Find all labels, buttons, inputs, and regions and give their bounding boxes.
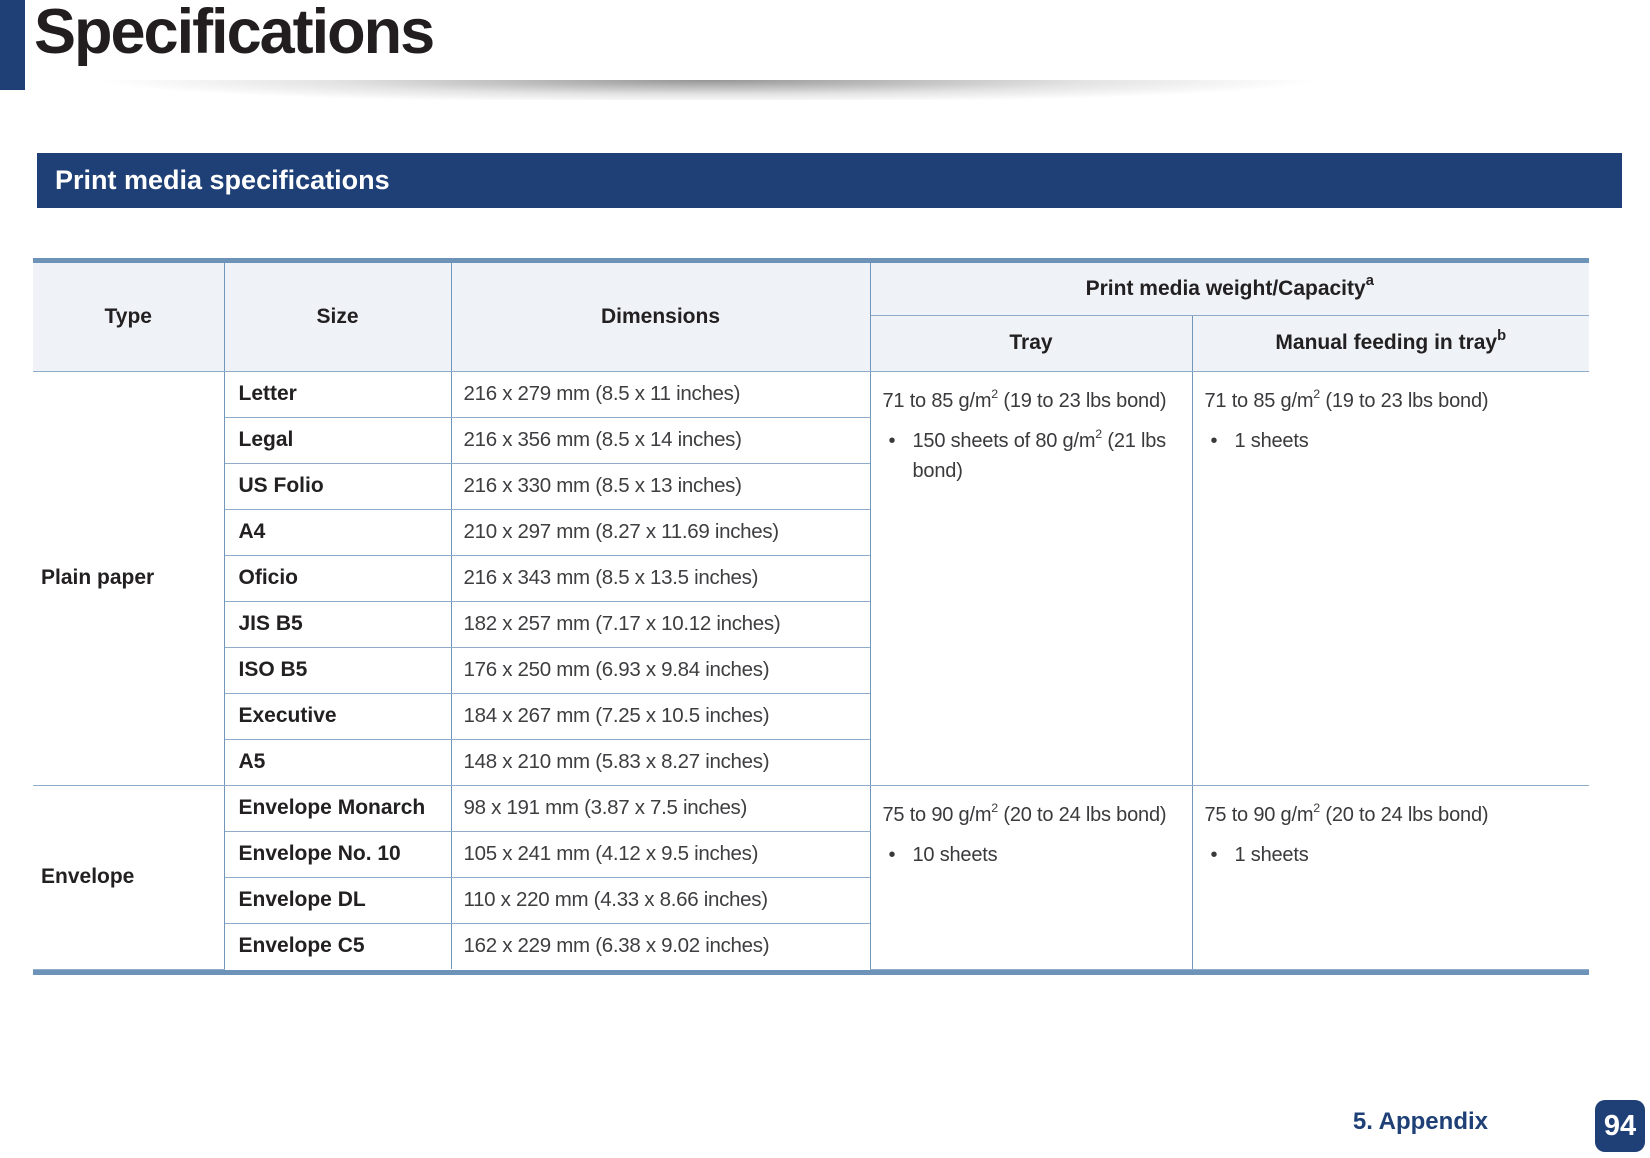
dimensions-cell: 105 x 241 mm (4.12 x 9.5 inches) bbox=[450, 830, 870, 878]
table-row: Plain paper Letter 216 x 279 mm (8.5 x 1… bbox=[33, 370, 1589, 786]
weight-text: 71 to 85 g/m2 (19 to 23 lbs bond) bbox=[1204, 386, 1489, 412]
bullet-text: 1 sheets bbox=[1234, 429, 1309, 452]
table-row: A4 210 x 297 mm (8.27 x 11.69 inches) bbox=[33, 508, 1589, 556]
bullet-text: 150 sheets of 80 g/m2 (21 lbs bond) bbox=[912, 426, 1167, 482]
weight-text: 75 to 90 g/m2 (20 to 24 lbs bond) bbox=[1204, 800, 1489, 826]
dimensions-cell: 216 x 356 mm (8.5 x 14 inches) bbox=[450, 416, 870, 464]
manual-feeding-label: Manual feeding in tray bbox=[1275, 331, 1498, 354]
dimensions-cell: 210 x 297 mm (8.27 x 11.69 inches) bbox=[450, 508, 870, 556]
column-header-tray: Tray bbox=[870, 314, 1193, 372]
bullet-icon: • bbox=[1210, 843, 1218, 866]
size-cell: Envelope No. 10 bbox=[224, 830, 452, 878]
print-media-table-wrapper: Type Size Dimensions Print media weight/… bbox=[33, 258, 1589, 975]
type-cell-envelope: Envelope bbox=[33, 784, 225, 970]
dimensions-cell: 216 x 343 mm (8.5 x 13.5 inches) bbox=[450, 554, 870, 602]
dimensions-cell: 184 x 267 mm (7.25 x 10.5 inches) bbox=[450, 692, 870, 740]
size-cell: Executive bbox=[224, 692, 452, 740]
size-cell: ISO B5 bbox=[224, 646, 452, 694]
header-row-1: Type Size Dimensions Print media weight/… bbox=[33, 263, 1589, 372]
page-title: Specifications bbox=[34, 0, 435, 67]
section-title-banner: Print media specifications bbox=[37, 153, 1622, 208]
bullet-icon: • bbox=[888, 843, 896, 866]
tray-capacity-cell-plain-paper: 71 to 85 g/m2 (19 to 23 lbs bond) • 150 … bbox=[869, 370, 1193, 786]
column-header-type: Type bbox=[33, 263, 225, 372]
size-cell: Oficio bbox=[224, 554, 452, 602]
table-row: ISO B5 176 x 250 mm (6.93 x 9.84 inches) bbox=[33, 646, 1589, 694]
dimensions-cell: 162 x 229 mm (6.38 x 9.02 inches) bbox=[450, 922, 870, 969]
table-row: Legal 216 x 356 mm (8.5 x 14 inches) bbox=[33, 416, 1589, 464]
dimensions-cell: 182 x 257 mm (7.17 x 10.12 inches) bbox=[450, 600, 870, 648]
footnote-marker-a: a bbox=[1365, 273, 1374, 290]
capacity-bullet: • 150 sheets of 80 g/m2 (21 lbs bond) bbox=[883, 426, 1182, 486]
size-cell: A4 bbox=[224, 508, 452, 556]
table-row: A5 148 x 210 mm (5.83 x 8.27 inches) bbox=[33, 738, 1589, 786]
header-row-2: Tray Manual feeding in trayb bbox=[33, 314, 1589, 372]
bullet-icon: • bbox=[1210, 429, 1218, 452]
type-cell-plain-paper: Plain paper bbox=[33, 370, 225, 786]
table-row: JIS B5 182 x 257 mm (7.17 x 10.12 inches… bbox=[33, 600, 1589, 648]
size-cell: Letter bbox=[223, 370, 452, 418]
weight-text: 71 to 85 g/m2 (19 to 23 lbs bond) bbox=[882, 386, 1167, 412]
capacity-bullet: • 1 sheets bbox=[1205, 840, 1580, 870]
table-row: Oficio 216 x 343 mm (8.5 x 13.5 inches) bbox=[33, 554, 1589, 602]
dimensions-cell: 98 x 191 mm (3.87 x 7.5 inches) bbox=[450, 784, 871, 832]
bullet-icon: • bbox=[888, 429, 896, 452]
dimensions-cell: 176 x 250 mm (6.93 x 9.84 inches) bbox=[450, 646, 870, 694]
capacity-bullet: • 10 sheets bbox=[883, 840, 1182, 870]
table-row: Envelope C5 162 x 229 mm (6.38 x 9.02 in… bbox=[33, 922, 1589, 969]
column-header-capacity-group: Print media weight/Capacitya bbox=[869, 263, 1589, 316]
bullet-text: 10 sheets bbox=[912, 843, 998, 866]
column-header-dimensions: Dimensions bbox=[450, 263, 871, 372]
column-header-size: Size bbox=[223, 263, 452, 372]
title-shadow-rule bbox=[25, 80, 1650, 100]
page-number-badge: 94 bbox=[1595, 1100, 1645, 1152]
size-cell: JIS B5 bbox=[224, 600, 452, 648]
bullet-text: 1 sheets bbox=[1234, 843, 1309, 866]
tray-capacity-cell-envelope: 75 to 90 g/m2 (20 to 24 lbs bond) • 10 s… bbox=[869, 784, 1193, 970]
column-header-manual-feeding: Manual feeding in trayb bbox=[1191, 314, 1589, 372]
footer-chapter-label: 5. Appendix bbox=[1352, 1108, 1488, 1135]
table-row: Envelope No. 10 105 x 241 mm (4.12 x 9.5… bbox=[33, 830, 1589, 878]
size-cell: Envelope Monarch bbox=[223, 784, 452, 832]
size-cell: US Folio bbox=[224, 462, 452, 510]
title-accent-bar bbox=[0, 0, 25, 90]
capacity-group-label: Print media weight/Capacity bbox=[1085, 276, 1366, 300]
size-cell: Envelope C5 bbox=[224, 922, 452, 969]
table-row: Envelope Envelope Monarch 98 x 191 mm (3… bbox=[33, 784, 1589, 970]
footnote-marker-b: b bbox=[1497, 327, 1507, 344]
print-media-table: Type Size Dimensions Print media weight/… bbox=[33, 263, 1589, 970]
size-cell: Envelope DL bbox=[224, 876, 452, 924]
size-cell: Legal bbox=[224, 416, 452, 464]
weight-text: 75 to 90 g/m2 (20 to 24 lbs bond) bbox=[882, 800, 1167, 826]
dimensions-cell: 216 x 279 mm (8.5 x 11 inches) bbox=[450, 370, 871, 418]
size-cell: A5 bbox=[224, 738, 452, 786]
dimensions-cell: 216 x 330 mm (8.5 x 13 inches) bbox=[450, 462, 870, 510]
dimensions-cell: 110 x 220 mm (4.33 x 8.66 inches) bbox=[450, 876, 870, 924]
table-row: Executive 184 x 267 mm (7.25 x 10.5 inch… bbox=[33, 692, 1589, 740]
capacity-bullet: • 1 sheets bbox=[1205, 426, 1580, 456]
dimensions-cell: 148 x 210 mm (5.83 x 8.27 inches) bbox=[450, 738, 870, 786]
manual-capacity-cell-envelope: 75 to 90 g/m2 (20 to 24 lbs bond) • 1 sh… bbox=[1191, 784, 1589, 970]
manual-capacity-cell-plain-paper: 71 to 85 g/m2 (19 to 23 lbs bond) • 1 sh… bbox=[1191, 370, 1589, 786]
